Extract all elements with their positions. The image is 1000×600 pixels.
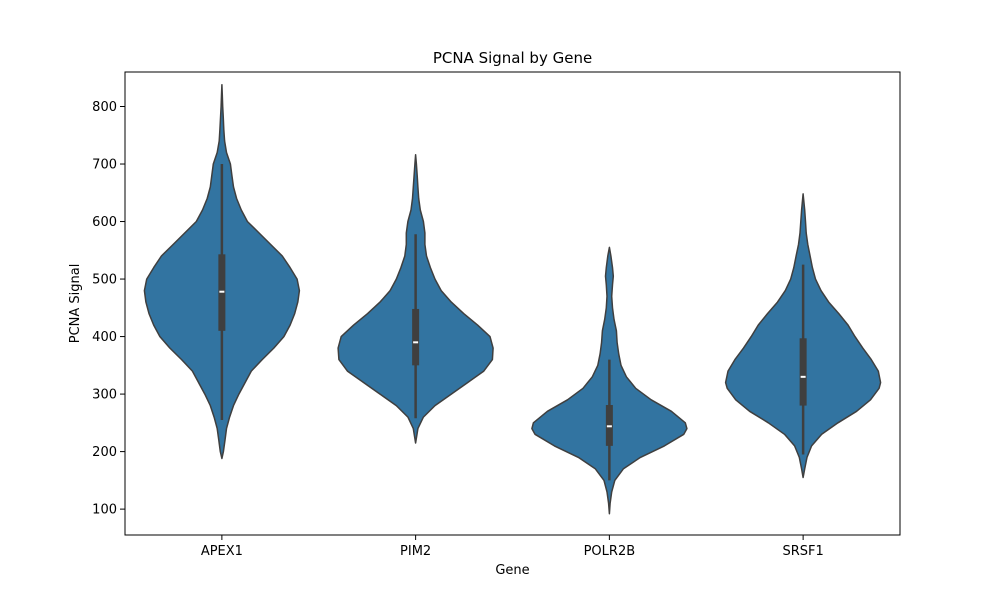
violin-pim2 [337, 154, 494, 444]
y-tick-label: 500 [92, 273, 117, 288]
x-axis-label: Gene [495, 563, 529, 578]
x-tick-label: SRSF1 [782, 544, 823, 559]
y-axis-label: PCNA Signal [68, 264, 83, 344]
x-tick-label: POLR2B [584, 544, 636, 559]
violin-iqr-box [799, 338, 807, 406]
violins-group [143, 83, 882, 515]
x-tick-label: PIM2 [400, 544, 431, 559]
plot-frame [124, 71, 901, 536]
y-axis: 100 200 300 400 500 600 700 800 [92, 100, 125, 518]
y-tick-label: 800 [92, 100, 117, 115]
y-tick-label: 300 [92, 388, 117, 403]
y-tick-label: 600 [92, 215, 117, 230]
violin-iqr-box [412, 308, 420, 366]
x-tick-label: APEX1 [201, 544, 243, 559]
y-tick-label: 700 [92, 158, 117, 173]
violin-srsf1 [724, 193, 882, 479]
chart-title: PCNA Signal by Gene [433, 49, 592, 67]
y-tick-label: 400 [92, 330, 117, 345]
violin-polr2b [531, 246, 688, 515]
x-axis: APEX1 PIM2 POLR2B SRSF1 [201, 535, 824, 559]
y-tick-label: 100 [92, 503, 117, 518]
y-tick-label: 200 [92, 445, 117, 460]
violin-apex1 [143, 83, 301, 460]
